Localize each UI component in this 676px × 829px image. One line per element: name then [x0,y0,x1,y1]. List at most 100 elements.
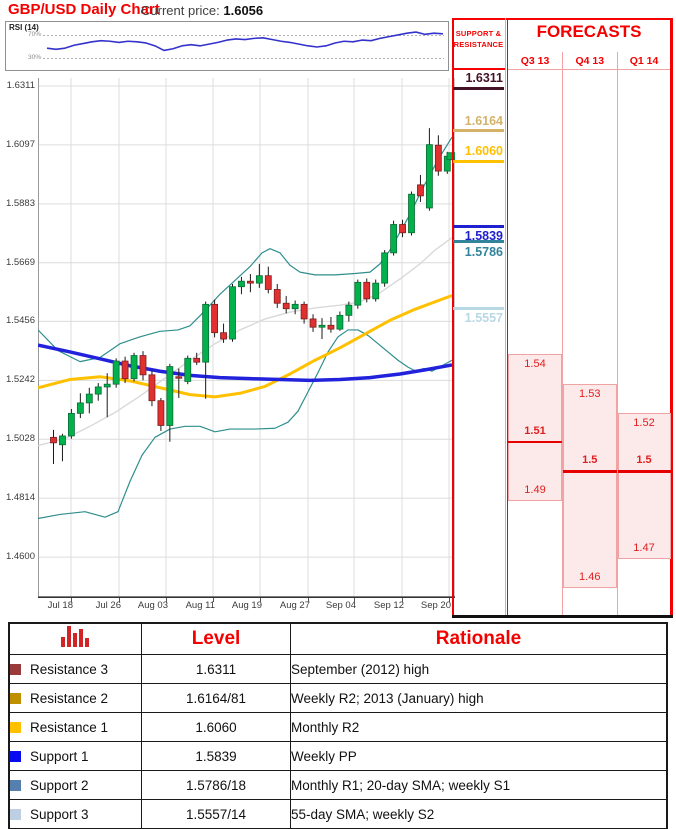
forecast-low-q4-13: 1.46 [579,571,601,584]
panel-bottom-border [452,615,673,618]
forecast-low-q1-14: 1.47 [633,542,655,555]
x-tick-label: Aug 11 [185,600,215,611]
candle [417,174,424,202]
table-row-support-1: Support 1 1.5839 Weekly PP [8,741,668,771]
candle-body [381,252,389,284]
bar-chart-icon [60,626,89,647]
candle-body [59,435,66,446]
support-resistance-header: SUPPORT & RESISTANCE [453,29,504,49]
support-2-name: Support 2 [30,777,89,793]
levels-table: Level Rationale Resistance 3 1.6311 Septem… [8,622,668,829]
candle [381,250,389,287]
candle [67,408,75,439]
y-tick-label: 1.5669 [5,256,35,268]
y-tick-label: 1.5028 [5,433,35,445]
candle-body [193,357,201,363]
table-row-resistance-1: Resistance 1 1.6060 Monthly R2 [8,712,668,742]
support-2-rationale: Monthly R1; 20-day SMA; weekly S1 [290,770,668,800]
forecast-divider-1 [562,52,563,615]
candle-body [255,275,263,284]
resistance-3-label: 1.6311 [465,71,503,85]
support-1-level: 1.5839 [141,741,291,771]
candle-body [345,304,353,316]
resistance-1-level: 1.6060 [141,712,291,742]
forecast-mid-q3-13: 1.51 [524,425,546,438]
candle-body [103,383,111,388]
candle-body [318,324,326,328]
rsi-title: RSI (14) [9,23,39,32]
support-3-rationale: 55-day SMA; weekly S2 [290,799,668,829]
x-tick-label: Jul 26 [95,600,121,611]
forecast-mid-line-q4-13 [563,470,617,473]
candle-body [85,393,93,404]
x-tick-mark [71,598,72,602]
y-tick-label: 1.6311 [6,80,35,91]
candle [255,263,263,288]
support-1-line [453,224,504,228]
candle [157,397,165,431]
y-tick-label: 1.5242 [5,374,35,386]
sma-55-line [37,294,453,399]
candle-body [408,193,415,234]
forecast-mid-q1-14: 1.5 [636,454,652,467]
forecasts-title: FORECASTS [536,22,642,41]
x-tick-mark [402,598,403,602]
candle [425,128,433,211]
candle [363,278,371,303]
level-header: Level [141,622,291,655]
forecast-mid-line-q3-13 [508,441,562,444]
candle [139,351,147,381]
resistance-2-label: 1.6164 [464,113,503,128]
candle [318,318,326,340]
candle [238,276,245,295]
candle-body [238,280,245,288]
forecast-quarter-q4-13: Q4 13 [575,55,605,67]
candle [282,296,290,314]
candle-body [148,374,156,402]
candle-body [309,318,317,328]
candle-body [157,400,165,426]
table-row-resistance-3: Resistance 3 1.6311 September (2012) high [8,654,668,684]
forecast-low-q3-13: 1.49 [524,483,546,496]
support-2-swatch [10,779,21,791]
resistance-1-name: Resistance 1 [30,719,109,735]
forecast-box-q1-14 [617,412,671,560]
candle [246,274,254,293]
support-2-level: 1.5786/18 [141,770,291,800]
y-tick-label: 1.6097 [5,138,35,150]
resistance-1-rationale: Monthly R2 [290,712,668,742]
forecasts-left-border [506,18,508,617]
candle [166,363,174,442]
forecast-quarter-q1-14: Q1 14 [629,55,659,67]
current-price-value: 1.6056 [223,3,264,18]
candle [211,299,219,338]
support-3-label: 1.5557 [464,311,503,326]
support-1-name: Support 1 [30,748,89,764]
bollinger-lower-line [37,329,453,520]
x-tick-label: Sep 04 [325,600,356,611]
candle [309,314,317,332]
candle [327,317,335,333]
x-tick-label: Sep 20 [420,600,451,611]
candle-body [399,224,406,234]
x-tick-mark [449,598,450,602]
table-row-support-2: Support 2 1.5786/18 Monthly R1; 20-day SMA… [8,770,668,800]
sr-right-border [504,18,506,615]
candle-body [282,302,290,310]
forecast-box-q4-13 [563,383,617,589]
y-tick-label: 1.4600 [5,551,35,563]
candle [220,323,227,343]
forecast-high-q4-13: 1.53 [579,387,601,400]
rsi-plot [43,31,444,59]
candle [50,429,57,465]
candle-body [130,355,138,380]
y-tick-label: 1.5883 [5,197,35,209]
candle-body [354,281,362,306]
forecast-box-q3-13 [508,354,562,501]
candle [229,283,236,342]
resistance-2-line [453,129,504,133]
forecast-quarter-q3-13: Q3 13 [520,55,550,67]
candle [345,301,353,322]
candle-body [184,357,192,382]
